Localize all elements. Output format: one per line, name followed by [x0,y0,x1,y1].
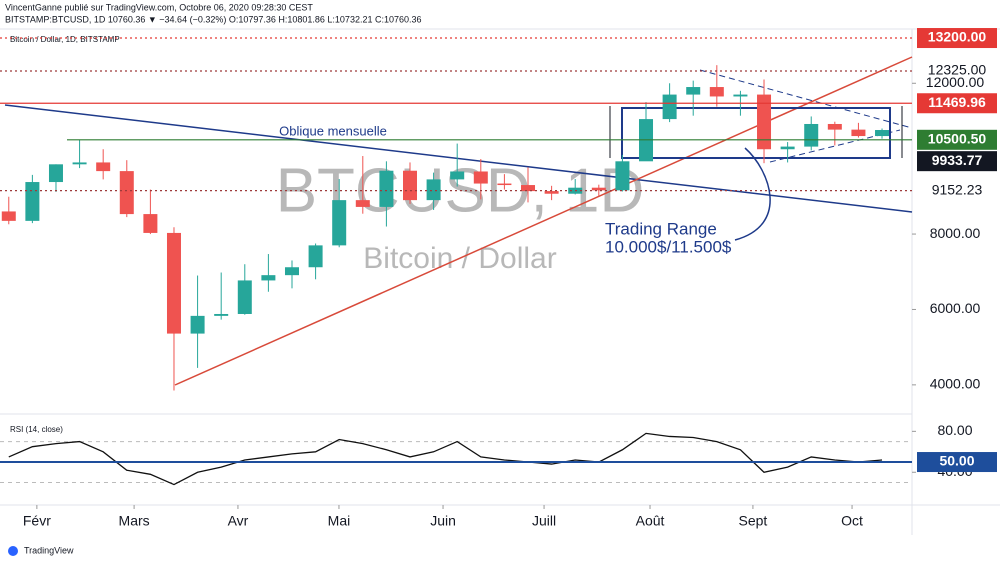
candle-body [261,275,276,281]
candle-body [96,162,111,172]
candle-body [190,315,205,334]
trend-line [4,104,913,213]
level-label: 9152.23 [932,181,983,197]
candle-body [25,182,40,221]
candle-body [1,211,16,221]
candle-body [450,171,465,180]
y-tick-label: 4000.00 [930,376,981,392]
level-label: 50.00 [939,453,974,469]
trend-line [174,56,913,386]
candle-body [473,171,488,184]
x-tick-label: Mars [119,513,150,529]
candle-body [591,187,606,191]
triangle-line [699,69,913,129]
level-box [917,452,997,473]
symbol-line: BITSTAMP:BTCUSD, 1D 10760.36 ▼ −34.64 (−… [5,14,422,24]
level-box [917,28,997,49]
level-label: 12325.00 [928,62,987,78]
level-label: 9933.77 [932,152,983,168]
x-tick-label: Oct [841,513,863,529]
y-tick-label: 12000.00 [926,74,985,90]
candle-body [615,161,630,191]
level-box [917,151,997,172]
candle-body [851,129,866,137]
level-label: 11469.96 [928,94,986,110]
candle-body [379,170,394,207]
footer: TradingView [24,545,74,555]
candle-body [119,171,134,215]
candle-body [143,214,158,233]
range-box [621,107,891,159]
level-box [917,93,997,114]
rsi-line [8,432,883,486]
x-tick-label: Juill [532,513,556,529]
x-tick-label: Mai [328,513,351,529]
y-tick-label: 80.00 [937,422,972,438]
level-box [917,129,997,150]
x-tick-label: Févr [23,513,51,529]
candle-body [733,94,748,97]
candle-body [662,94,677,120]
candle-body [308,245,323,268]
candle-body [426,179,441,201]
candle-body [355,200,370,207]
candle-body [284,267,299,276]
y-tick-label: 8000.00 [930,225,981,241]
author-line: VincentGanne publié sur TradingView.com,… [5,2,313,12]
pane-title: Bitcoin / Dollar, 1D, BITSTAMP [10,35,120,44]
callout-arrow [734,147,771,241]
candle-body [237,280,252,314]
candle-body [72,162,87,165]
candle-body [709,87,724,97]
candle-body [166,232,181,334]
candle-body [804,123,819,147]
candle-body [544,191,559,194]
level-label: 13200.00 [928,29,987,45]
candle-body [214,313,229,316]
pane-title: RSI (14, close) [10,425,63,434]
candle-body [686,87,701,95]
x-tick-label: Juin [430,513,456,529]
y-tick-label: 6000.00 [930,300,981,316]
candle-body [780,146,795,150]
annotation: Trading Range [605,219,717,238]
x-tick-label: Août [636,513,665,529]
candle-body [827,123,842,130]
candle-body [521,185,536,192]
logo [8,546,18,556]
candle-body [332,200,347,246]
candle-body [875,130,890,137]
candle-body [48,164,63,183]
candle-body [497,183,512,186]
x-tick-label: Sept [739,513,768,529]
annotation: Oblique mensuelle [279,123,387,138]
x-tick-label: Avr [228,513,249,529]
candle-body [757,94,772,150]
candle-body [402,170,417,201]
annotation: 10.000$/11.500$ [605,237,732,256]
level-label: 10500.50 [928,131,987,147]
